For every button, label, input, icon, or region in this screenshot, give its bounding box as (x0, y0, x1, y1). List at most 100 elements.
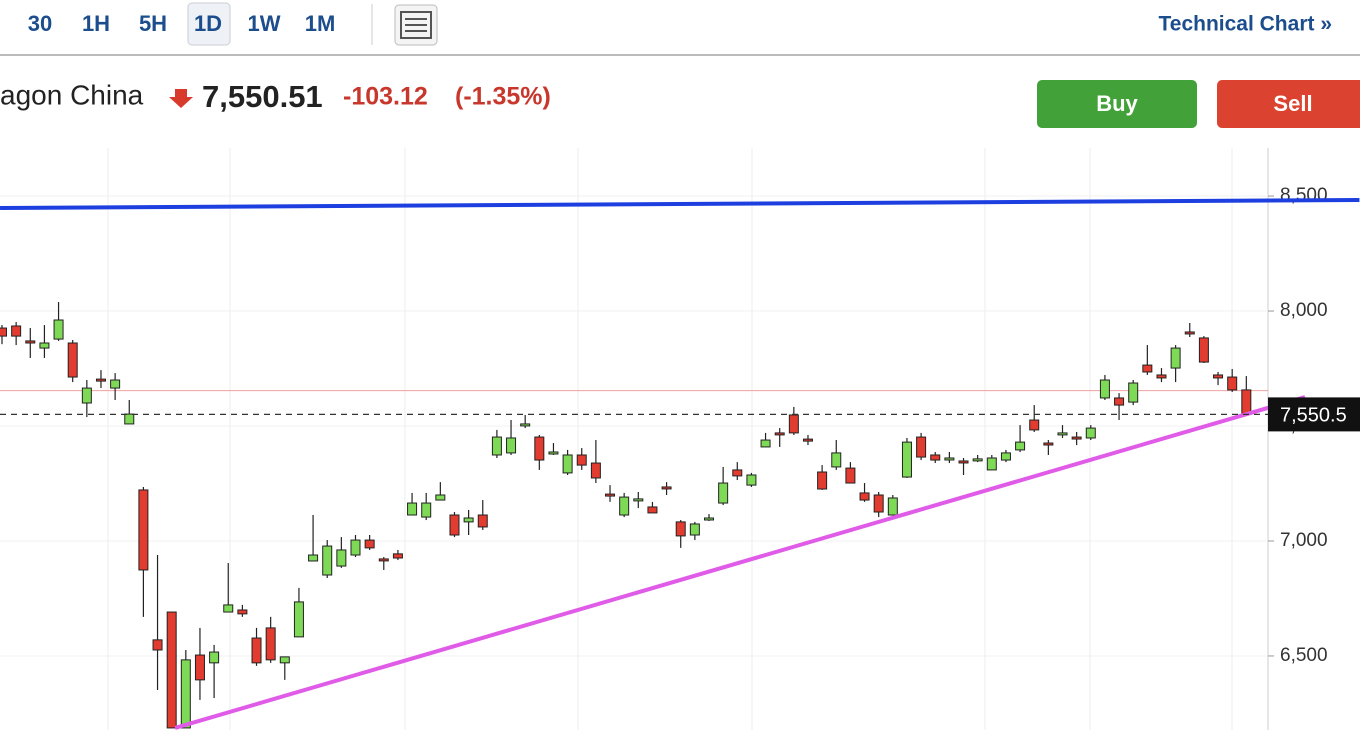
change: -103.12 (343, 83, 428, 111)
candle-body (407, 502, 418, 516)
candle-body (1170, 347, 1181, 369)
active-frame (187, 2, 231, 46)
timeframe[interactable]: 1W (248, 11, 281, 36)
candle-body (0, 327, 7, 337)
candle-body (166, 611, 177, 729)
candle-body (633, 498, 644, 502)
last-price-label: 7,550.5 (1280, 405, 1347, 427)
candle-body (336, 549, 347, 567)
candle-body (209, 651, 220, 664)
candle-body (1156, 374, 1167, 379)
last-price-tag (1268, 397, 1360, 432)
candle-body (124, 413, 135, 425)
candle-body (67, 342, 78, 378)
change-pct: (-1.35%) (455, 83, 551, 111)
candle-body (930, 454, 941, 461)
candle-body (1114, 397, 1125, 406)
candle-body (1198, 337, 1209, 363)
y-tick-label: 6,500 (1280, 645, 1328, 666)
candle-body (972, 458, 983, 462)
candle-body (1099, 379, 1110, 399)
candle-body (435, 494, 446, 501)
candle-body (322, 545, 333, 576)
buy-button[interactable] (1037, 80, 1197, 128)
candle-body (901, 441, 912, 478)
buy-label[interactable]: Buy (1096, 91, 1138, 116)
candle-body (1142, 364, 1153, 373)
candle-body (25, 340, 36, 344)
candle-body (661, 486, 672, 490)
candle-body (590, 462, 601, 479)
sell-button[interactable] (1217, 80, 1360, 128)
instrument-name: agon China (0, 79, 144, 110)
candle-body (11, 325, 22, 337)
candle-body (746, 474, 757, 486)
candle-body (944, 457, 955, 461)
candle-body (802, 438, 813, 442)
candle-body (1043, 442, 1054, 446)
y-tick-label: 8,500 (1280, 185, 1328, 206)
candle-body (1184, 331, 1195, 335)
icon-frame (400, 11, 432, 39)
candle-body (774, 432, 785, 436)
timeframe[interactable]: 1M (305, 11, 336, 36)
candle-body (675, 521, 686, 537)
candle-body (1000, 452, 1011, 461)
candle-body (53, 319, 64, 340)
candle-body (449, 514, 460, 536)
technical-chart-link[interactable]: Technical Chart » (1159, 13, 1333, 36)
timeframe[interactable]: 1H (82, 11, 110, 36)
candle-body (831, 452, 842, 468)
candle-body (576, 454, 587, 466)
candle-body (817, 471, 828, 490)
candle-body (506, 437, 517, 454)
candle-body (873, 494, 884, 513)
candle-body (1085, 427, 1096, 439)
candle-body (548, 451, 559, 455)
candle-body (1213, 374, 1224, 379)
y-tick-label: 7,000 (1280, 530, 1328, 551)
candle-body (265, 627, 276, 661)
timeframe[interactable]: 1D (194, 11, 222, 36)
candle-body (293, 601, 304, 638)
candle-body (689, 523, 700, 536)
candle-body (887, 497, 898, 516)
candle-body (223, 604, 234, 613)
down-arrow (169, 89, 193, 108)
candle-body (491, 436, 502, 456)
date-separators (107, 148, 1233, 730)
candle-body (251, 637, 262, 664)
candle-body (180, 659, 191, 729)
candle-body (619, 496, 630, 516)
candle-body (39, 342, 50, 349)
candle-body (81, 387, 92, 404)
candle-body (647, 506, 658, 514)
price: 7,550.51 (202, 79, 323, 114)
y-tick-label: 8,000 (1280, 300, 1328, 321)
candle-body (788, 414, 799, 434)
candle-body (534, 436, 545, 461)
trendline (0, 197, 1360, 211)
timeframe[interactable]: 30 (28, 11, 52, 36)
candle-body (350, 539, 361, 556)
candle-body (845, 467, 856, 484)
candle-body (760, 439, 771, 448)
candle-body (421, 502, 432, 518)
candle-body (138, 489, 149, 571)
timeframe[interactable]: 5H (139, 11, 167, 36)
sell-label[interactable]: Sell (1273, 91, 1312, 116)
trendline (174, 395, 1306, 730)
candle-body (392, 553, 403, 559)
candle-body (463, 517, 474, 523)
candle-body (95, 378, 106, 382)
candle-body (1057, 432, 1068, 436)
candle-body (308, 554, 319, 562)
candle-body (732, 469, 743, 477)
candle-body (718, 482, 729, 504)
candle-body (1241, 389, 1252, 415)
candle-body (110, 379, 121, 389)
candle-body (1015, 441, 1026, 451)
candle-body (958, 460, 969, 464)
